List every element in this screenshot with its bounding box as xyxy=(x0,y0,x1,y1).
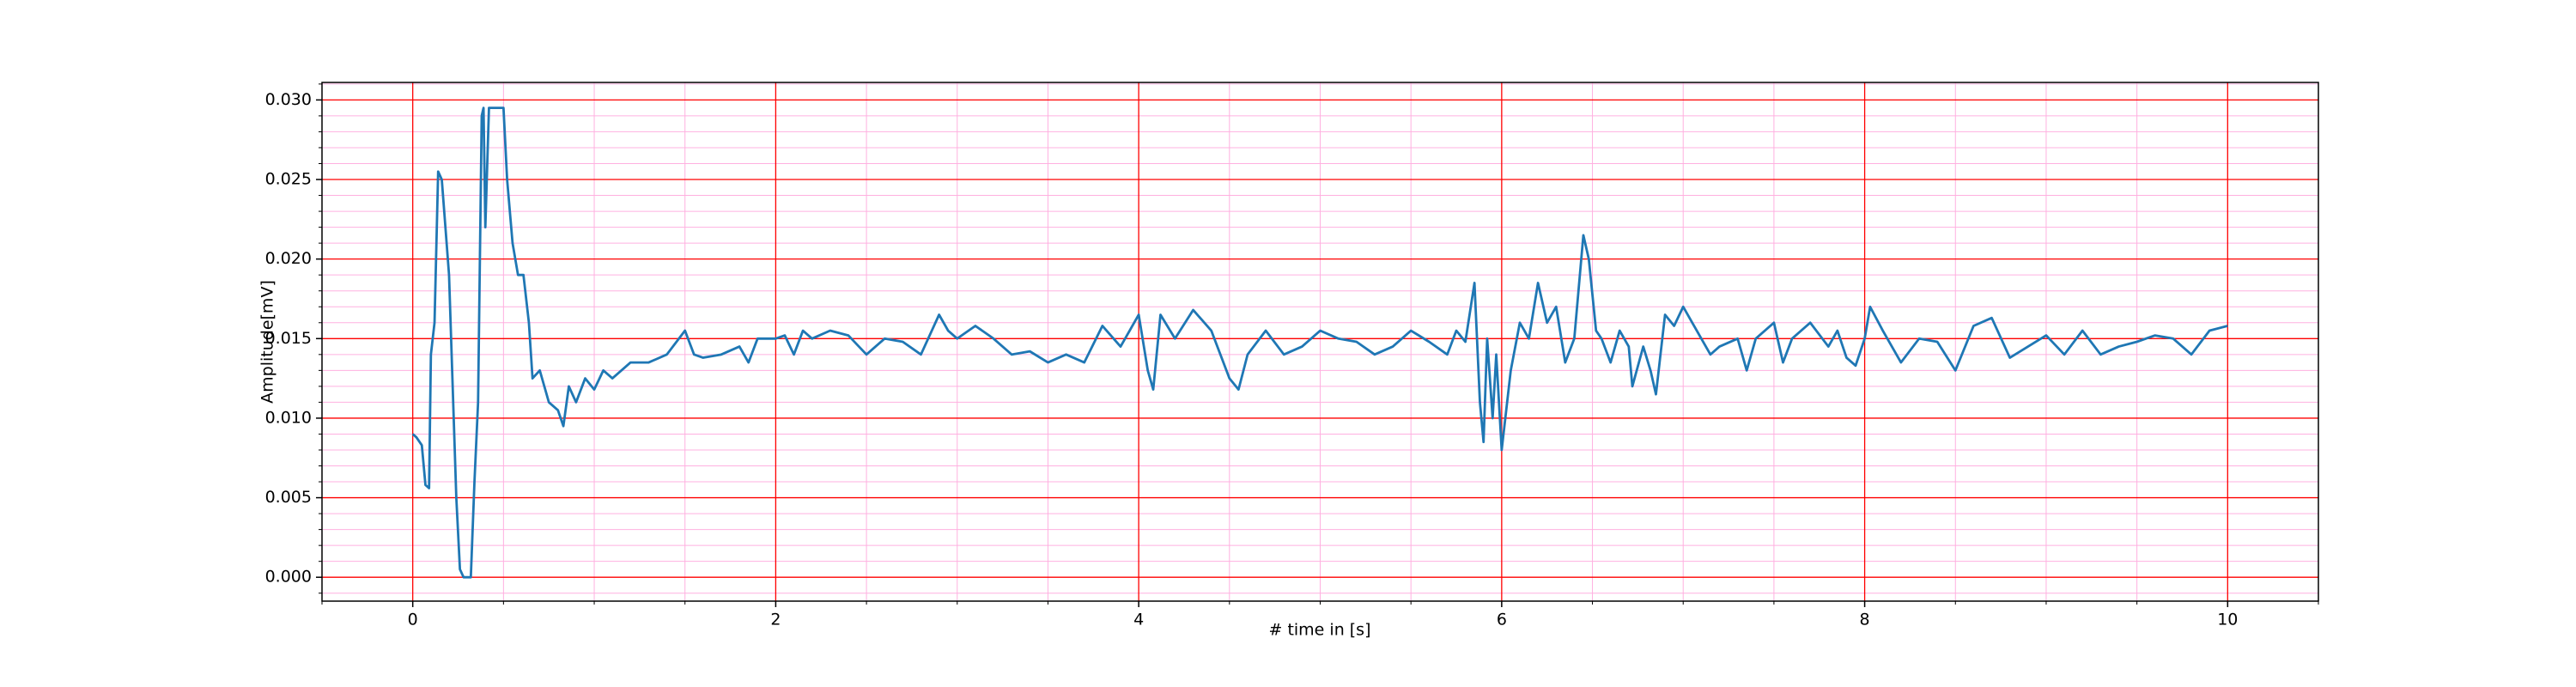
x-axis-label: # time in [s] xyxy=(1268,621,1370,640)
x-tick-label: 10 xyxy=(2217,611,2238,629)
plot-frame xyxy=(321,82,2319,602)
x-tick-label: 4 xyxy=(1133,611,1144,629)
signal-line xyxy=(411,106,2228,579)
y-tick-label: 0.005 xyxy=(265,488,312,507)
x-tick-label: 2 xyxy=(770,611,781,629)
y-tick-label: 0.000 xyxy=(265,568,312,587)
y-tick-label: 0.010 xyxy=(265,408,312,427)
y-tick-label: 0.025 xyxy=(265,170,312,189)
y-tick-label: 0.015 xyxy=(265,329,312,348)
x-tick-label: 8 xyxy=(1860,611,1870,629)
y-tick-label: 0.020 xyxy=(265,249,312,268)
y-tick-label: 0.030 xyxy=(265,90,312,109)
y-axis-label: Amplitude[mV] xyxy=(258,280,277,404)
x-tick-label: 0 xyxy=(408,611,418,629)
x-tick-label: 6 xyxy=(1497,611,1507,629)
